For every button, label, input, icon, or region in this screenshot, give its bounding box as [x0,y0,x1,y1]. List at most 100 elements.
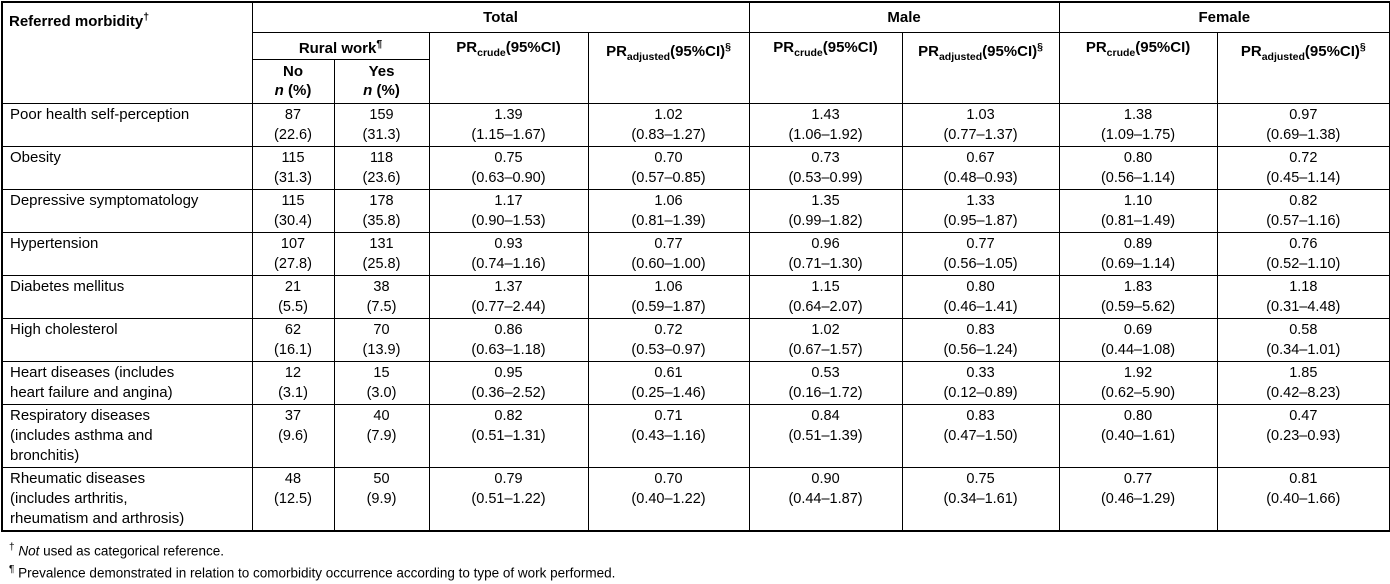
value: 0.77 [966,236,995,252]
ci-range: (0.40–1.66) [1266,491,1341,507]
ci-label: (95%CI) [1304,43,1360,60]
morbidity-label: Rheumatic diseases (includes arthritis, … [1,467,253,532]
ci-range: (0.44–1.87) [788,491,863,507]
referred-morbidity-label: Referred morbidity [9,13,144,30]
ci-range: (0.12–0.89) [943,385,1018,401]
yes-count-cell: 70 (13.9) [333,318,430,362]
ci-range: (0.52–1.10) [1266,256,1341,272]
value: 0.83 [966,408,995,424]
table-row: Obesity 115 (31.3) 118 (23.6) 0.75 (0.63–0.90)… [1,146,1390,190]
value: 0.69 [1123,322,1153,338]
ci-range: (0.40–1.61) [1100,428,1176,444]
female-pr-crude-cell: 1.38 (1.09–1.75) [1058,103,1218,147]
value: 0.86 [494,322,523,338]
value: 0.72 [654,322,683,338]
total-pr-adjusted-cell: 0.70 (0.40–1.22) [587,467,750,532]
female-pr-crude-cell: 0.80 (0.40–1.61) [1058,404,1218,468]
total-pr-adjusted-cell: 1.06 (0.59–1.87) [587,275,750,319]
value: 159 [369,107,394,123]
ci-range: (22.6) [274,127,312,143]
ci-range: (0.81–1.49) [1100,213,1176,229]
total-pr-crude-cell: 0.93 (0.74–1.16) [428,232,589,276]
ci-range: (0.36–2.52) [471,385,546,401]
value: 0.53 [811,365,840,381]
female-pr-crude-cell: 0.80 (0.56–1.14) [1058,146,1218,190]
yes-count-cell: 38 (7.5) [333,275,430,319]
crude-subscript: crude [477,47,506,59]
footnote-text: used as categorical reference. [43,543,224,559]
table-row: Depressive symptomatology 115 (30.4) 178 (35… [1,189,1390,233]
male-group-header: Male [748,1,1060,33]
table-header: Referred morbidity† Total Male Female Ru… [1,1,1390,104]
ci-range: (0.23–0.93) [1266,428,1341,444]
pct-symbol: (%) [283,82,312,99]
ci-range: (25.8) [362,256,401,272]
value: 0.79 [494,471,523,487]
total-pr-adjusted-cell: 0.61 (0.25–1.46) [587,361,750,405]
value: 0.61 [654,365,683,381]
ci-range: (0.60–1.00) [631,256,706,272]
ci-label: (95%CI) [1135,39,1191,56]
female-pr-adjusted-cell: 1.85 (0.42–8.23) [1216,361,1390,405]
ci-range: (5.5) [278,299,308,315]
value: 0.90 [811,471,840,487]
value: 0.77 [1123,471,1153,487]
ci-range: (0.46–1.41) [943,299,1018,315]
value: 1.02 [654,107,683,123]
value: 38 [373,279,390,295]
female-pr-adjusted-header: PRadjusted(95%CI)§ [1216,32,1390,104]
female-pr-adjusted-cell: 1.18 (0.31–4.48) [1216,275,1390,319]
value: 0.89 [1123,236,1153,252]
value: 0.33 [966,365,995,381]
male-pr-adjusted-cell: 0.83 (0.56–1.24) [901,318,1060,362]
value: 1.85 [1289,365,1318,381]
table-row: Diabetes mellitus 21 (5.5) 38 (7.5) 1.37 (0.77… [1,275,1390,319]
ci-range: (1.09–1.75) [1100,127,1176,143]
no-count-cell: 107 (27.8) [251,232,335,276]
ci-range: (0.99–1.82) [788,213,863,229]
male-pr-crude-cell: 0.73 (0.53–0.99) [748,146,903,190]
total-pr-adjusted-cell: 1.02 (0.83–1.27) [587,103,750,147]
value: 0.76 [1289,236,1318,252]
ci-range: (0.51–1.31) [471,428,546,444]
value: 0.58 [1289,322,1318,338]
no-count-cell: 62 (16.1) [251,318,335,362]
total-pr-adjusted-cell: 0.72 (0.53–0.97) [587,318,750,362]
value: 40 [373,408,390,424]
morbidity-label: Heart diseases (includes heart failure a… [1,361,253,405]
rural-work-header: Rural work¶ [251,32,430,60]
value: 1.06 [654,193,683,209]
no-count-cell: 115 (31.3) [251,146,335,190]
value: 1.38 [1123,107,1153,123]
female-pr-adjusted-cell: 0.58 (0.34–1.01) [1216,318,1390,362]
total-pr-adjusted-cell: 0.70 (0.57–0.85) [587,146,750,190]
value: 0.81 [1289,471,1318,487]
ci-range: (0.59–5.62) [1100,299,1176,315]
value: 37 [284,408,302,424]
yes-count-cell: 15 (3.0) [333,361,430,405]
pct-symbol: (%) [372,82,400,99]
ci-range: (0.16–1.72) [788,385,863,401]
table-body: Poor health self-perception 87 (22.6) 159 (3… [1,103,1390,532]
adjusted-subscript: adjusted [626,51,671,63]
value: 0.83 [966,322,995,338]
ci-range: (0.62–5.90) [1100,385,1176,401]
female-pr-crude-cell: 1.92 (0.62–5.90) [1058,361,1218,405]
no-count-cell: 12 (3.1) [251,361,335,405]
female-pr-crude-cell: 1.83 (0.59–5.62) [1058,275,1218,319]
yes-count-cell: 178 (35.8) [333,189,430,233]
ci-range: (0.69–1.14) [1100,256,1176,272]
female-pr-adjusted-cell: 0.81 (0.40–1.66) [1216,467,1390,532]
footnote-italic-word: Not [18,543,40,559]
ci-range: (3.0) [366,385,397,401]
value: 1.10 [1123,193,1153,209]
section-symbol: § [725,41,731,53]
male-pr-crude-cell: 0.96 (0.71–1.30) [748,232,903,276]
pr-label: PR [606,43,627,60]
n-pct-label: n (%) [338,81,426,100]
ci-range: (0.56–1.05) [943,256,1018,272]
value: 1.03 [966,107,995,123]
value: 1.39 [494,107,523,123]
pr-label: PR [918,43,939,60]
ci-range: (0.43–1.16) [631,428,706,444]
